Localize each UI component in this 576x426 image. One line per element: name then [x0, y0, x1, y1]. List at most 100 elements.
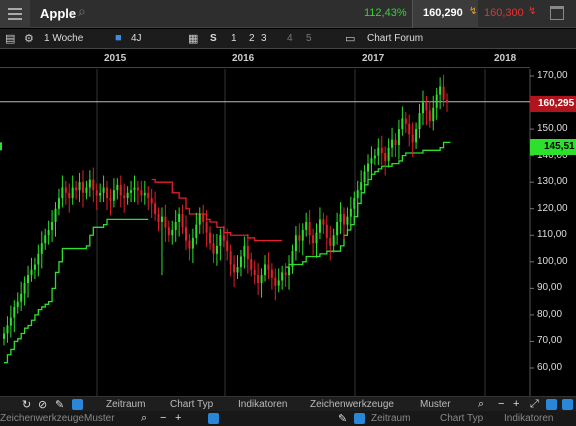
- candle-body: [236, 267, 239, 273]
- candle-body: [270, 269, 273, 278]
- candle-body: [40, 243, 43, 254]
- candle-body: [284, 272, 287, 276]
- grid-icon[interactable]: [546, 399, 557, 410]
- candle-body: [346, 216, 349, 225]
- lock-icon[interactable]: ■: [115, 32, 122, 44]
- candle-body: [294, 235, 297, 252]
- candle-body: [212, 243, 215, 254]
- candle-body: [202, 214, 205, 222]
- candle-body: [243, 245, 246, 257]
- candle-body: [181, 214, 184, 228]
- indikatoren-button[interactable]: Indikatoren: [238, 399, 288, 410]
- gear-icon[interactable]: ⚙: [24, 33, 34, 45]
- candle-body: [92, 179, 95, 191]
- candle-body: [106, 187, 109, 199]
- candle-body: [446, 99, 448, 103]
- candle-body: [191, 237, 194, 249]
- y-tick-label: 150,00: [537, 123, 568, 135]
- zoom-search-icon[interactable]: ⌕: [478, 398, 485, 410]
- refresh-icon[interactable]: ↻: [22, 399, 32, 411]
- candle-body: [185, 227, 188, 241]
- window-icon[interactable]: [550, 6, 564, 20]
- search-icon[interactable]: ⌕: [78, 3, 86, 19]
- zoom-in-icon[interactable]: +: [513, 398, 520, 410]
- candle-body: [246, 245, 249, 260]
- chart-settings-icon[interactable]: ▤: [5, 33, 16, 45]
- zoom-in-icon-2[interactable]: +: [175, 412, 182, 424]
- pencil-icon[interactable]: ✎: [55, 399, 65, 411]
- candle-body: [219, 235, 222, 246]
- candle-body: [274, 277, 277, 286]
- zeichenwerkzeuge-button[interactable]: Zeichenwerkzeuge: [310, 399, 394, 410]
- layout-5-button[interactable]: 5: [306, 33, 312, 44]
- instrument-title[interactable]: Apple: [40, 6, 77, 21]
- zeitraum-button-2[interactable]: Zeitraum: [371, 413, 411, 424]
- x-tick-label: 2018: [494, 53, 517, 64]
- split-icon[interactable]: [562, 399, 573, 410]
- zeitraum-button[interactable]: Zeitraum: [106, 399, 146, 410]
- y-tick-label: 100,00: [537, 255, 568, 267]
- chart-forum-link[interactable]: Chart Forum: [367, 33, 424, 44]
- candle-body: [384, 152, 387, 161]
- bid-price: 160,290: [423, 7, 463, 19]
- y-tick-label: 60,00: [537, 362, 563, 373]
- candle-body: [44, 235, 47, 244]
- hamburger-icon[interactable]: [0, 0, 30, 28]
- muster-button[interactable]: Muster: [420, 399, 451, 410]
- bid-button[interactable]: 160,290 ↯: [412, 0, 478, 28]
- candle-body: [13, 306, 16, 318]
- s-button[interactable]: S: [210, 33, 217, 44]
- grid-icon-2[interactable]: [208, 413, 219, 424]
- chart-typ-button-2[interactable]: Chart Typ: [440, 413, 484, 424]
- candle-body: [312, 235, 315, 244]
- candle-body: [188, 240, 191, 249]
- zoom-search-icon-2[interactable]: ⌕: [141, 412, 148, 424]
- candle-body: [301, 229, 304, 241]
- candle-body: [154, 203, 157, 215]
- candle-body: [356, 190, 359, 199]
- candle-body: [123, 195, 126, 199]
- candle-body: [140, 190, 143, 196]
- interval-select[interactable]: 1 Woche: [44, 33, 84, 44]
- candle-body: [195, 224, 198, 238]
- indikatoren-button-2[interactable]: Indikatoren: [504, 413, 554, 424]
- zoom-out-icon-2[interactable]: −: [160, 412, 167, 424]
- pencil-icon-2[interactable]: ✎: [338, 413, 348, 425]
- ask-price[interactable]: 160,300: [484, 7, 524, 19]
- period-select[interactable]: 4J: [131, 33, 142, 44]
- candle-body: [439, 86, 442, 95]
- candle-body: [112, 190, 115, 201]
- layout-1-button[interactable]: 1: [231, 33, 237, 44]
- chart-typ-button[interactable]: Chart Typ: [170, 399, 214, 410]
- chat-icon[interactable]: ▭: [345, 33, 356, 45]
- candle-body: [226, 240, 229, 252]
- candle-body: [442, 86, 445, 100]
- y-tick-label: 140,00: [537, 149, 568, 161]
- candle-body: [27, 275, 30, 284]
- layout-2-button[interactable]: 2: [249, 33, 255, 44]
- candle-body: [349, 208, 352, 217]
- fit-icon[interactable]: ⤢: [530, 398, 539, 410]
- layout-4-button[interactable]: 4: [287, 33, 293, 44]
- muster-button-2[interactable]: Muster: [84, 413, 115, 424]
- candle-body: [277, 280, 280, 286]
- calendar-icon[interactable]: ▦: [188, 33, 199, 45]
- candle-body: [401, 118, 404, 130]
- candle-body: [305, 222, 308, 230]
- candle-body: [23, 283, 26, 294]
- candle-body: [288, 267, 291, 276]
- sort-icon[interactable]: [72, 399, 83, 410]
- lightning-icon: ↯: [528, 6, 537, 17]
- candle-body: [51, 222, 54, 230]
- sort-icon-2[interactable]: [354, 413, 365, 424]
- zoom-out-icon[interactable]: −: [498, 398, 505, 410]
- layout-3-button[interactable]: 3: [261, 33, 267, 44]
- y-tick-label: 110,00: [537, 229, 567, 241]
- zeichenwerkzeuge-button-2[interactable]: Zeichenwerkzeuge: [0, 413, 84, 424]
- block-icon[interactable]: ⊘: [38, 399, 48, 411]
- candle-body: [150, 198, 153, 204]
- candle-body: [33, 264, 36, 270]
- candle-body: [342, 214, 345, 225]
- candle-body: [85, 187, 88, 193]
